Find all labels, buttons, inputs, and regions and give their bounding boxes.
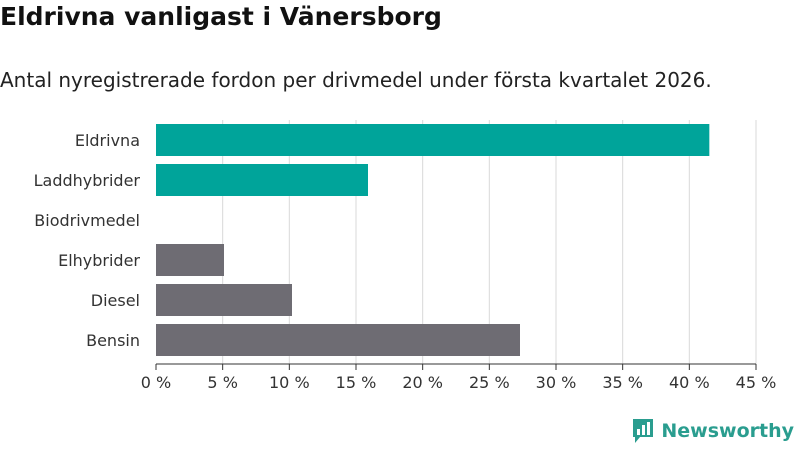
x-tick-label: 0 % [141, 373, 171, 392]
x-tick-label: 5 % [207, 373, 237, 392]
bar [156, 164, 368, 196]
category-label: Diesel [91, 291, 140, 310]
x-tick-label: 45 % [736, 373, 777, 392]
x-tick-label: 30 % [536, 373, 577, 392]
category-label: Eldrivna [75, 131, 140, 150]
category-label: Elhybrider [58, 251, 140, 270]
category-label: Laddhybrider [34, 171, 141, 190]
chart-subtitle: Antal nyregistrerade fordon per drivmede… [0, 68, 712, 92]
brand-logo: Newsworthy [631, 418, 794, 444]
bar-chart-speech-icon [633, 419, 654, 443]
brand-name: Newsworthy [661, 420, 794, 442]
bar [156, 124, 710, 156]
x-tick-label: 10 % [269, 373, 310, 392]
x-tick-label: 40 % [669, 373, 710, 392]
x-tick-label: 25 % [469, 373, 510, 392]
category-label: Biodrivmedel [34, 211, 140, 230]
x-tick-label: 35 % [602, 373, 643, 392]
chart-title: Eldrivna vanligast i Vänersborg [0, 2, 442, 31]
x-tick-label: 20 % [402, 373, 443, 392]
bar [156, 324, 520, 356]
bar [156, 284, 292, 316]
bar [156, 244, 224, 276]
x-tick-label: 15 % [336, 373, 377, 392]
category-label: Bensin [86, 331, 140, 350]
